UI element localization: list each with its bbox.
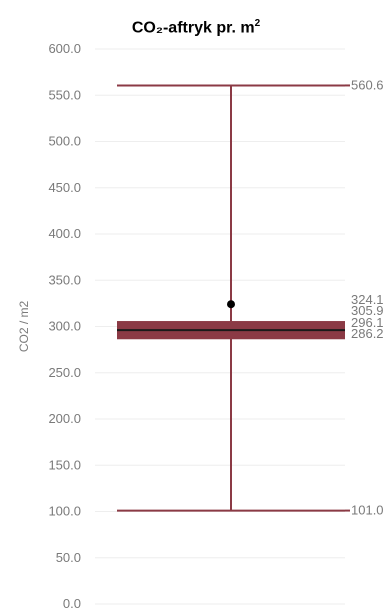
y-tick-label: 300.0 [48,319,81,334]
y-tick-label: 250.0 [48,365,81,380]
label-q3: 305.9 [351,303,384,318]
y-tick-label: 200.0 [48,411,81,426]
y-tick-label: 450.0 [48,180,81,195]
label-q1: 286.2 [351,326,384,341]
y-tick-label: 400.0 [48,226,81,241]
label-mean: 324.1 [351,292,384,307]
label-whisker-high: 560.6 [351,77,384,92]
y-tick-label: 0.0 [63,596,81,608]
y-tick-label: 350.0 [48,272,81,287]
y-tick-label: 100.0 [48,504,81,519]
chart-title-text: CO₂-aftryk pr. m [131,19,255,37]
chart-title: CO₂-aftryk pr. m2 [0,18,392,37]
label-median: 296.1 [351,315,384,330]
y-tick-label: 150.0 [48,457,81,472]
y-tick-label: 550.0 [48,87,81,102]
y-tick-label: 600.0 [48,41,81,56]
y-tick-label: 500.0 [48,134,81,149]
chart-title-superscript: 2 [254,18,261,29]
mean-point [227,300,235,309]
label-whisker-low: 101.0 [351,503,384,518]
y-tick-label: 50.0 [56,550,81,565]
y-axis-label: CO2 / m2 [17,301,31,353]
